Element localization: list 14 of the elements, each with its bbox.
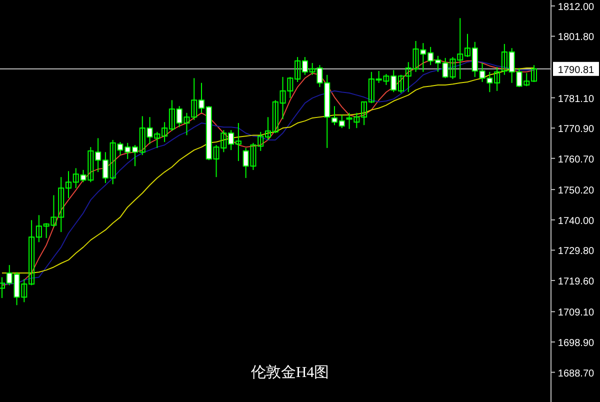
y-tick-label: 1740.00 [558, 216, 595, 227]
y-tick-label: 1688.70 [558, 368, 595, 380]
y-tick-label: 1750.20 [558, 186, 595, 197]
y-tick-label: 1812.00 [558, 2, 595, 13]
ref-line-label: 1790.81 [558, 64, 595, 76]
text: 伦敦金H4图 [250, 364, 330, 381]
y-tick-label: 1770.90 [558, 124, 595, 136]
y-tick-label: 1719.60 [558, 276, 595, 288]
y-tick-label: 1760.70 [558, 154, 595, 166]
y-tick-label: 1801.80 [558, 32, 595, 44]
y-tick-label: 1709.10 [558, 308, 595, 319]
y-tick-label: 1729.80 [558, 246, 595, 258]
y-tick-label: 1781.10 [558, 94, 595, 105]
y-tick-label: 1698.90 [558, 338, 595, 349]
